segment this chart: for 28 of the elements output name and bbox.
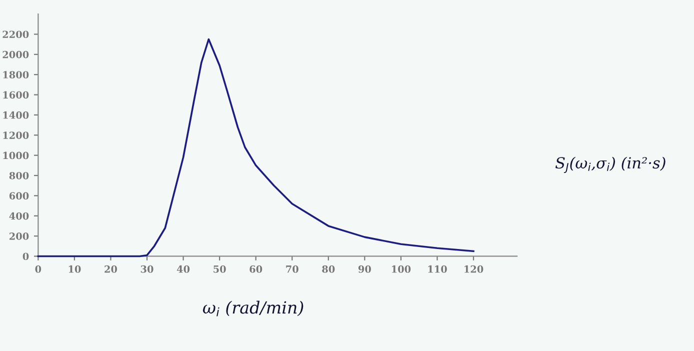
x-tick-label: 30 [140, 265, 154, 273]
y-tick-label: 0 [22, 252, 29, 260]
x-tick-label: 20 [104, 265, 118, 273]
y-tick-label: 1400 [3, 111, 29, 119]
x-tick-label: 100 [392, 265, 411, 273]
x-tick-label: 80 [322, 265, 335, 273]
y-tick-label: 200 [10, 232, 29, 240]
x-tick-label: 60 [250, 265, 262, 273]
x-tick-label: 120 [464, 265, 484, 273]
y-tick-label: 1200 [3, 132, 29, 139]
x-tick-label: 70 [286, 265, 298, 273]
y-tick-label: 2000 [2, 50, 29, 58]
y-axis-title: S$_{J}$(ω$_{i}$,σ$_{i}$) (in²·s) [555, 156, 666, 174]
x-tick-label: 50 [214, 265, 226, 273]
x-tick-label: 10 [68, 265, 81, 273]
y-tick-label: 1600 [3, 91, 29, 99]
x-tick-label: 90 [358, 265, 371, 273]
y-tick-label: 1800 [3, 71, 29, 78]
y-tick-label: 800 [9, 172, 29, 180]
line-series [37, 38, 474, 258]
y-tick-label: 600 [9, 192, 29, 200]
x-axis-title: ω$_{i}$ (rad/min) [202, 300, 304, 316]
x-tick-label: 110 [428, 265, 447, 273]
y-tick-label: 1000 [3, 152, 29, 160]
y-tick-label: 400 [9, 212, 29, 220]
x-tick-label: 40 [176, 265, 190, 273]
y-tick-label: 2200 [2, 30, 29, 38]
x-tick-label: 0 [35, 265, 42, 273]
